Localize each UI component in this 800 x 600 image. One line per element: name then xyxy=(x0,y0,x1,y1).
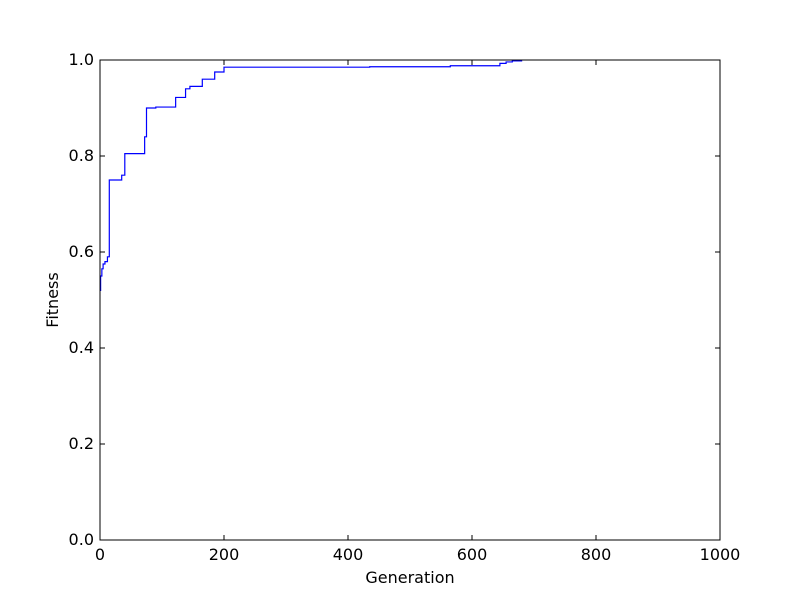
y-tick-label: 1.0 xyxy=(69,50,94,69)
tick-labels-layer: 0 200 400 600 800 1000 0.0 0.2 0.4 0.6 0.8 1.0 xyxy=(69,50,741,564)
y-tick-label: 0.8 xyxy=(69,146,94,165)
x-tick-label: 600 xyxy=(457,545,488,564)
y-axis-label: Fitness xyxy=(43,272,62,327)
x-tick-label: 1000 xyxy=(700,545,741,564)
x-tick-label: 0 xyxy=(95,545,105,564)
x-axis-label: Generation xyxy=(365,568,454,587)
plot-background xyxy=(100,60,720,540)
plot-frame xyxy=(99,59,721,541)
y-tick-label: 0.2 xyxy=(69,434,94,453)
y-tick-label: 0.0 xyxy=(69,530,94,549)
series-layer xyxy=(100,60,523,291)
y-tick-label: 0.4 xyxy=(69,338,94,357)
x-tick-label: 800 xyxy=(581,545,612,564)
x-tick-label: 200 xyxy=(209,545,240,564)
x-tick-label: 400 xyxy=(333,545,364,564)
plot-area xyxy=(100,60,720,540)
y-tick-label: 0.6 xyxy=(69,242,94,261)
series-line-0 xyxy=(100,60,523,291)
